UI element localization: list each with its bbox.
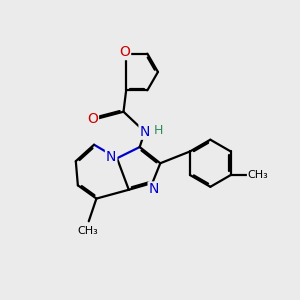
Text: N: N: [148, 182, 159, 197]
Text: O: O: [119, 45, 130, 59]
Text: N: N: [140, 125, 150, 139]
Text: CH₃: CH₃: [248, 170, 268, 180]
Text: N: N: [106, 150, 116, 164]
Text: CH₃: CH₃: [77, 226, 98, 236]
Text: O: O: [87, 112, 98, 126]
Text: H: H: [153, 124, 163, 137]
